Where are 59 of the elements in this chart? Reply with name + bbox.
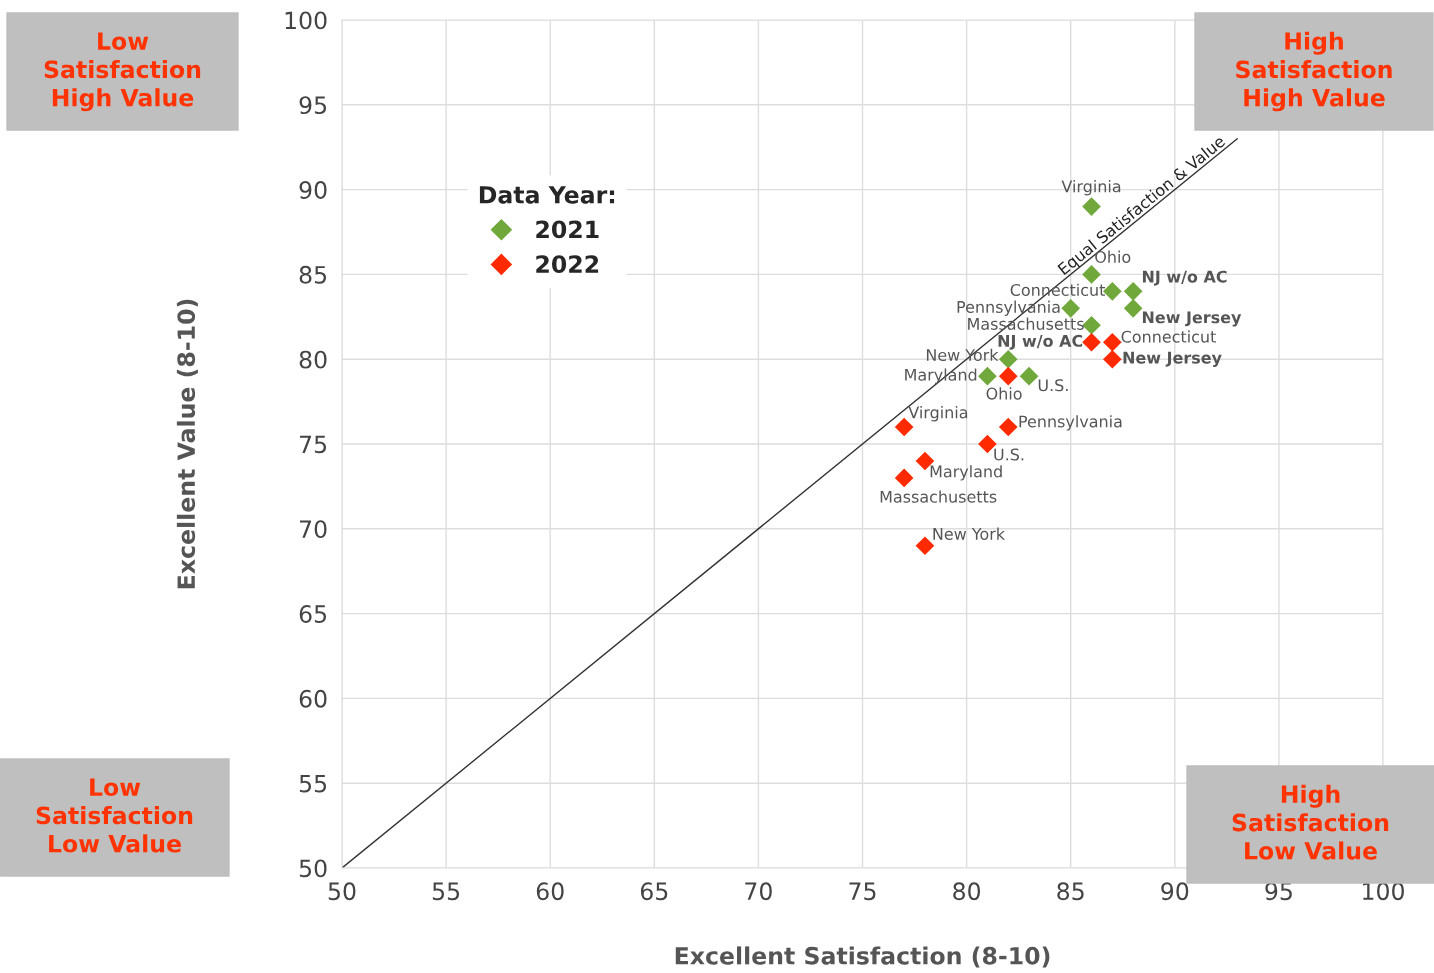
annotation: High Satisfaction Low Value — [1232, 784, 1389, 860]
annotation: NJ w/o AC — [1142, 270, 1227, 286]
annotation: Connecticut — [1121, 330, 1216, 343]
y-tick-label: 85 — [299, 265, 327, 284]
x-tick-label: 80 — [953, 882, 981, 901]
y-tick-label: 100 — [285, 11, 327, 30]
annotation: New Jersey — [1123, 351, 1222, 367]
annotation: New Jersey — [1142, 311, 1242, 327]
annotation: Ohio — [986, 387, 1022, 400]
point — [1123, 282, 1143, 301]
point — [998, 417, 1018, 437]
y-tick-label: 65 — [299, 605, 327, 623]
point — [1082, 315, 1101, 335]
x-tick-label: 85 — [1057, 882, 1084, 901]
point — [1123, 299, 1143, 318]
x-tick-label: 65 — [640, 882, 668, 901]
annotation: U.S. — [1038, 379, 1068, 392]
y-tick-label: 90 — [299, 181, 327, 199]
x-tick-label: 55 — [432, 882, 460, 901]
annotation: Massachusetts — [880, 490, 997, 503]
point — [915, 536, 935, 556]
annotation: Ohio — [1095, 250, 1131, 263]
point — [1082, 332, 1101, 352]
y-tick-label: 55 — [299, 774, 327, 793]
y-tick-label: 75 — [300, 435, 327, 454]
legend-label: 2021 — [536, 220, 599, 239]
x-tick-label: 90 — [1161, 882, 1189, 901]
x-tick-label: 100 — [1363, 882, 1404, 901]
x-tick-label: 70 — [745, 882, 772, 901]
legend-title: Data Year: — [479, 186, 615, 204]
x-tick-label: 50 — [328, 882, 356, 901]
annotation: NJ w/o AC — [998, 334, 1083, 350]
point — [1103, 332, 1122, 352]
y-tick-label: 50 — [299, 859, 327, 878]
point — [1061, 299, 1081, 318]
point — [894, 468, 914, 488]
x-axis-title: Excellent Satisfaction (8-10) — [675, 946, 1050, 968]
y-tick-label: 80 — [299, 350, 327, 369]
annotation: Virginia — [908, 406, 968, 422]
x-tick-label: 75 — [849, 882, 876, 901]
annotation: New York — [933, 527, 1005, 540]
point — [998, 349, 1018, 369]
y-tick-label: 60 — [299, 689, 327, 708]
x-tick-label: 60 — [536, 882, 564, 901]
point — [998, 366, 1018, 386]
y-axis-title: Excellent Value (8-10) — [176, 299, 198, 589]
point — [1103, 349, 1122, 369]
annotation: Pennsylvania — [1019, 415, 1122, 431]
annotation: High Satisfaction High Value — [1236, 31, 1392, 112]
annotation: Maryland — [930, 465, 1002, 481]
text: Low Satisfaction Low Value — [36, 778, 193, 853]
y-tick-label: 95 — [299, 96, 327, 115]
point — [1019, 366, 1039, 386]
point — [978, 366, 997, 386]
y-tick-label: 70 — [300, 520, 327, 539]
point — [1103, 282, 1122, 301]
text: Low Satisfaction High Value — [44, 32, 201, 112]
annotation: U.S. — [994, 448, 1024, 461]
legend-label: 2022 — [536, 255, 599, 273]
